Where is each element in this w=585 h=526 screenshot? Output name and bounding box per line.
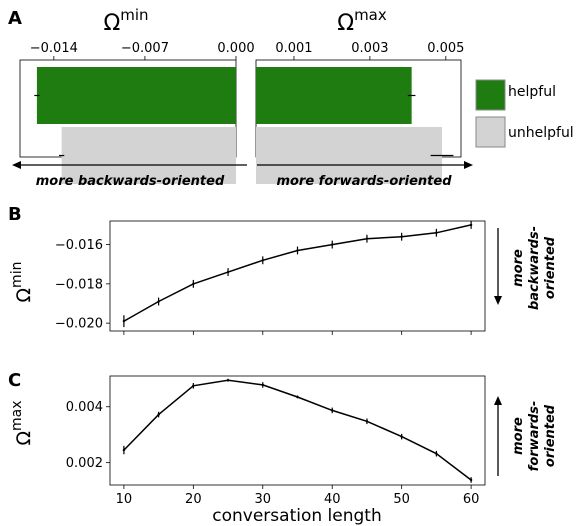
bar-unhelpful xyxy=(256,127,443,184)
x-tick-label: 50 xyxy=(393,492,410,507)
data-point xyxy=(157,413,160,416)
panel-b-ylabel-base: Ω xyxy=(13,288,35,303)
bar-helpful xyxy=(256,67,412,124)
panel-a-min-title-sup: min xyxy=(120,6,148,24)
panel-a-forwards-arrow xyxy=(257,161,473,169)
panel-a-max-title-sup: max xyxy=(354,6,387,24)
panel-letter-a: A xyxy=(8,8,22,29)
data-point xyxy=(192,282,195,286)
data-point xyxy=(331,243,334,246)
data-point xyxy=(261,383,264,387)
panel-b-ylabel-sup: min xyxy=(9,262,25,288)
y-tick-label: −0.020 xyxy=(55,317,103,332)
panel-a-max-title: Ωmax xyxy=(337,6,387,36)
x-tick-label: 20 xyxy=(185,492,202,507)
x-tick-label: 30 xyxy=(255,492,272,507)
panel-letter-c: C xyxy=(8,370,21,391)
data-point xyxy=(122,448,126,452)
data-point xyxy=(365,237,369,240)
series-line xyxy=(123,379,472,481)
data-point xyxy=(296,395,299,399)
data-point xyxy=(400,435,403,438)
x-tick-label: 60 xyxy=(463,492,480,507)
panel-letter-b: B xyxy=(8,204,22,225)
x-tick-label: 0.005 xyxy=(427,41,464,56)
legend-swatch-unhelpful xyxy=(475,116,506,148)
x-tick-label: 0.000 xyxy=(217,41,254,56)
series-line xyxy=(123,224,472,322)
data-point xyxy=(331,409,334,412)
data-point xyxy=(226,270,230,274)
legend-label-helpful: helpful xyxy=(508,84,556,100)
panel-a-min-title: Ωmin xyxy=(103,6,148,36)
data-point xyxy=(400,235,403,238)
x-tick-label: 10 xyxy=(116,492,133,507)
x-tick-label: −0.007 xyxy=(121,41,169,56)
panel-a-backwards-arrow xyxy=(12,161,247,169)
panel-a-max-title-base: Ω xyxy=(337,11,354,36)
x-tick-label: −0.014 xyxy=(30,41,78,56)
panel-b-direction-line-3: oriented xyxy=(543,236,558,299)
panel-c-ylabel-sup: max xyxy=(9,400,25,431)
data-point xyxy=(435,452,438,455)
legend-swatch-helpful xyxy=(475,79,506,111)
panel-c-xlabel: conversation length xyxy=(212,506,381,526)
y-tick-label: −0.016 xyxy=(55,238,103,253)
panel-c-direction-label: more forwards- oriented xyxy=(511,401,558,472)
data-point xyxy=(365,420,369,423)
data-point xyxy=(469,478,473,482)
panel-b-direction-label: more backwards- oriented xyxy=(511,226,558,310)
data-point xyxy=(192,384,195,387)
x-tick-label: 40 xyxy=(324,492,341,507)
panel-b-direction-arrow xyxy=(494,228,502,305)
panel-a-min-chart: −0.014 −0.007 0.000 xyxy=(19,41,255,184)
panel-c-direction-arrow xyxy=(494,396,502,476)
legend: helpful unhelpful xyxy=(475,79,574,148)
panel-b-ylabel: Ωmin xyxy=(9,262,35,303)
panel-b-direction-line-1: more xyxy=(511,249,526,287)
y-tick-label: 0.004 xyxy=(66,400,103,415)
panel-b-chart: −0.020 −0.018 −0.016 xyxy=(55,220,486,335)
bar-helpful xyxy=(36,67,236,124)
panel-c-ylabel-base: Ω xyxy=(13,431,35,446)
panel-a-backwards-label: more backwards-oriented xyxy=(36,174,225,189)
panel-c-direction-line-1: more xyxy=(511,417,526,455)
x-tick-label: 0.001 xyxy=(275,41,312,56)
data-point xyxy=(122,319,126,323)
panel-c-direction-line-2: forwards- xyxy=(527,401,542,472)
data-point xyxy=(469,223,473,227)
data-point xyxy=(296,249,299,252)
panel-c-direction-line-3: oriented xyxy=(543,404,558,467)
panel-frame xyxy=(109,220,486,332)
y-tick-label: 0.002 xyxy=(66,456,103,471)
legend-label-unhelpful: unhelpful xyxy=(508,125,574,141)
bar-unhelpful xyxy=(61,127,237,184)
panel-b-direction-line-2: backwards- xyxy=(527,226,542,310)
panel-a-max-chart: 0.001 0.003 0.005 xyxy=(255,41,464,184)
panel-c-ylabel: Ωmax xyxy=(9,400,35,445)
data-point xyxy=(261,259,264,262)
panel-c-chart: 0.002 0.004 10 20 30 40 50 60 xyxy=(66,375,486,507)
panel-a-forwards-label: more forwards-oriented xyxy=(276,174,452,189)
panel-a-min-title-base: Ω xyxy=(103,11,120,36)
y-tick-label: −0.018 xyxy=(55,277,103,292)
x-tick-label: 0.003 xyxy=(351,41,388,56)
panel-frame xyxy=(109,375,486,486)
data-point xyxy=(226,378,230,382)
data-point xyxy=(435,231,438,234)
data-point xyxy=(157,300,160,303)
